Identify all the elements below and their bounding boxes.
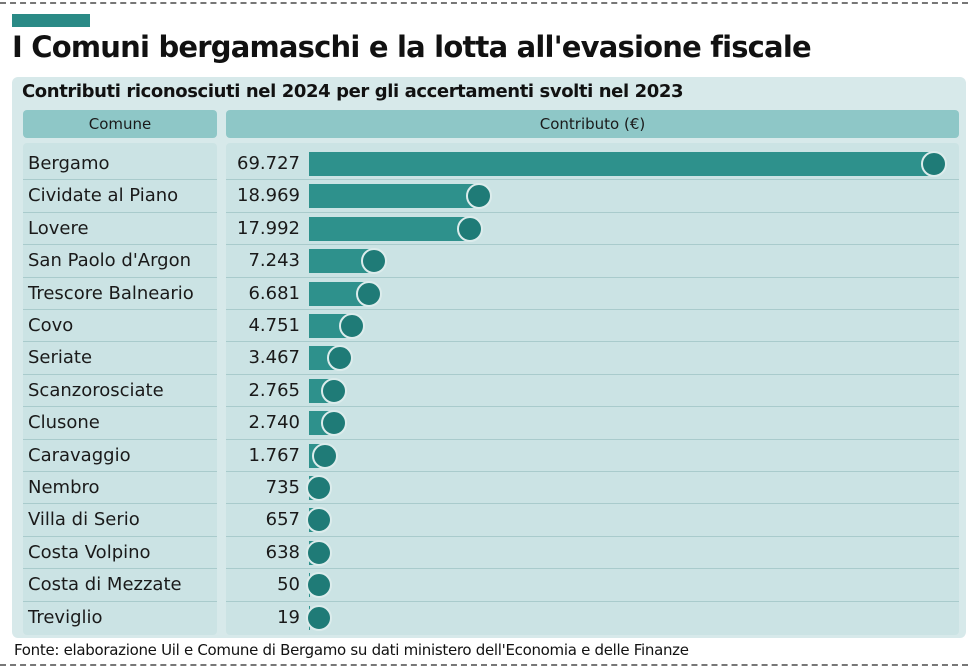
chart-subtitle: Contributi riconosciuti nel 2024 per gli… <box>22 81 684 102</box>
row-divider <box>226 535 959 537</box>
bar-end-marker <box>306 539 332 566</box>
row-divider <box>226 438 959 440</box>
row-divider <box>23 406 217 408</box>
bar-end-marker <box>320 377 347 404</box>
data-label: 735 <box>265 477 300 498</box>
row-divider <box>226 568 959 570</box>
data-label: 6.681 <box>248 282 300 304</box>
bar-end-marker <box>338 313 365 339</box>
row-divider <box>23 568 217 570</box>
category-label: Covo <box>28 315 74 336</box>
bar-end-marker <box>311 442 338 469</box>
bar-end-marker <box>306 475 332 501</box>
chart-title: I Comuni bergamaschi e la lotta all'evas… <box>12 30 812 64</box>
row-divider <box>23 503 217 505</box>
row-divider <box>226 341 959 343</box>
bar-end-marker <box>466 183 493 210</box>
row-divider <box>226 471 959 472</box>
category-label: Costa di Mezzate <box>28 574 182 596</box>
bottom-dashed-border <box>0 664 968 666</box>
row-divider <box>226 244 959 246</box>
row-divider <box>23 341 217 343</box>
row-divider <box>23 438 217 440</box>
column-header-contributo: Contributo (€) <box>226 110 959 138</box>
row-divider <box>226 276 959 278</box>
data-label: 50 <box>277 574 300 596</box>
row-divider <box>226 503 959 505</box>
data-label: 657 <box>265 509 300 531</box>
bar-end-marker <box>320 410 347 437</box>
category-label: Lovere <box>28 217 89 239</box>
row-divider <box>23 600 217 602</box>
category-label: Seriate <box>28 347 93 369</box>
category-label: Scanzorosciate <box>28 379 164 401</box>
source-note: Fonte: elaborazione Uil e Comune di Berg… <box>14 641 689 659</box>
data-label: 4.751 <box>248 315 300 336</box>
bar-end-marker <box>355 280 382 307</box>
bar <box>309 216 471 241</box>
data-label: 69.727 <box>237 153 300 174</box>
row-divider <box>226 406 959 408</box>
top-dashed-border <box>0 2 968 4</box>
category-label: Clusone <box>28 412 100 434</box>
accent-bar <box>12 14 90 27</box>
data-label: 2.765 <box>248 379 300 401</box>
category-label: San Paolo d'Argon <box>28 250 192 272</box>
row-divider <box>226 179 959 181</box>
data-label: 17.992 <box>237 217 300 239</box>
data-label: 1.767 <box>248 444 300 466</box>
bar-end-marker <box>360 248 387 275</box>
row-divider <box>23 211 217 213</box>
bar-end-marker <box>921 151 947 177</box>
bar <box>309 152 934 176</box>
data-label: 2.740 <box>248 412 300 434</box>
row-divider <box>226 600 959 602</box>
bar-end-marker <box>306 507 332 534</box>
category-label: Cividate al Piano <box>28 185 179 207</box>
bar-end-marker <box>306 572 332 599</box>
row-divider <box>23 535 217 537</box>
row-divider <box>226 211 959 213</box>
data-label: 3.467 <box>248 347 300 369</box>
category-label: Treviglio <box>28 606 103 628</box>
category-label: Bergamo <box>28 153 110 174</box>
category-label: Caravaggio <box>28 444 131 466</box>
bar-end-marker <box>306 604 332 631</box>
category-label: Villa di Serio <box>28 509 140 531</box>
row-divider <box>23 471 217 472</box>
category-label: Nembro <box>28 477 100 498</box>
row-divider <box>23 276 217 278</box>
bar-end-marker <box>457 215 484 242</box>
data-label: 18.969 <box>237 185 300 207</box>
bar <box>309 184 480 209</box>
comune-column <box>23 143 217 635</box>
category-label: Trescore Balneario <box>28 282 194 304</box>
row-divider <box>23 244 217 246</box>
data-label: 638 <box>265 541 300 563</box>
row-divider <box>226 373 959 375</box>
column-header-comune: Comune <box>23 110 217 138</box>
data-label: 7.243 <box>248 250 300 272</box>
bar-end-marker <box>327 345 354 372</box>
row-divider <box>23 309 217 310</box>
row-divider <box>23 179 217 181</box>
data-label: 19 <box>277 606 300 628</box>
row-divider <box>226 309 959 310</box>
row-divider <box>23 373 217 375</box>
category-label: Costa Volpino <box>28 541 151 563</box>
